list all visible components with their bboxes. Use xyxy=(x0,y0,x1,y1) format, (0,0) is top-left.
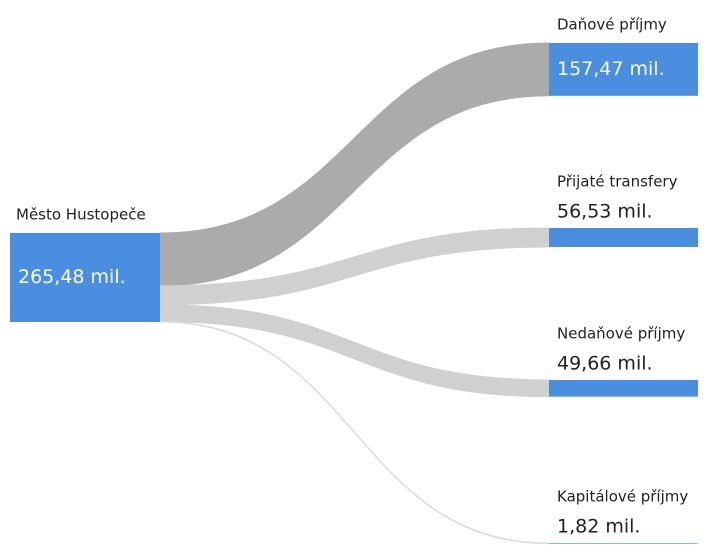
source-node xyxy=(10,233,160,322)
source-name: Město Hustopeče xyxy=(16,206,146,224)
target-name: Přijaté transfery xyxy=(557,173,678,191)
target-node xyxy=(549,380,698,397)
target-name: Daňové příjmy xyxy=(557,16,667,34)
link xyxy=(159,304,550,398)
target-node xyxy=(549,43,698,96)
target-value: 49,66 mil. xyxy=(557,353,653,375)
source-value: 265,48 mil. xyxy=(18,266,126,288)
target-name: Kapitálové příjmy xyxy=(557,488,688,506)
target-name: Nedaňové příjmy xyxy=(557,325,685,343)
target-value: 56,53 mil. xyxy=(557,201,653,223)
target-node xyxy=(549,543,698,544)
target-node xyxy=(549,228,698,247)
target-value: 1,82 mil. xyxy=(557,516,640,538)
target-value: 157,47 mil. xyxy=(557,58,665,80)
